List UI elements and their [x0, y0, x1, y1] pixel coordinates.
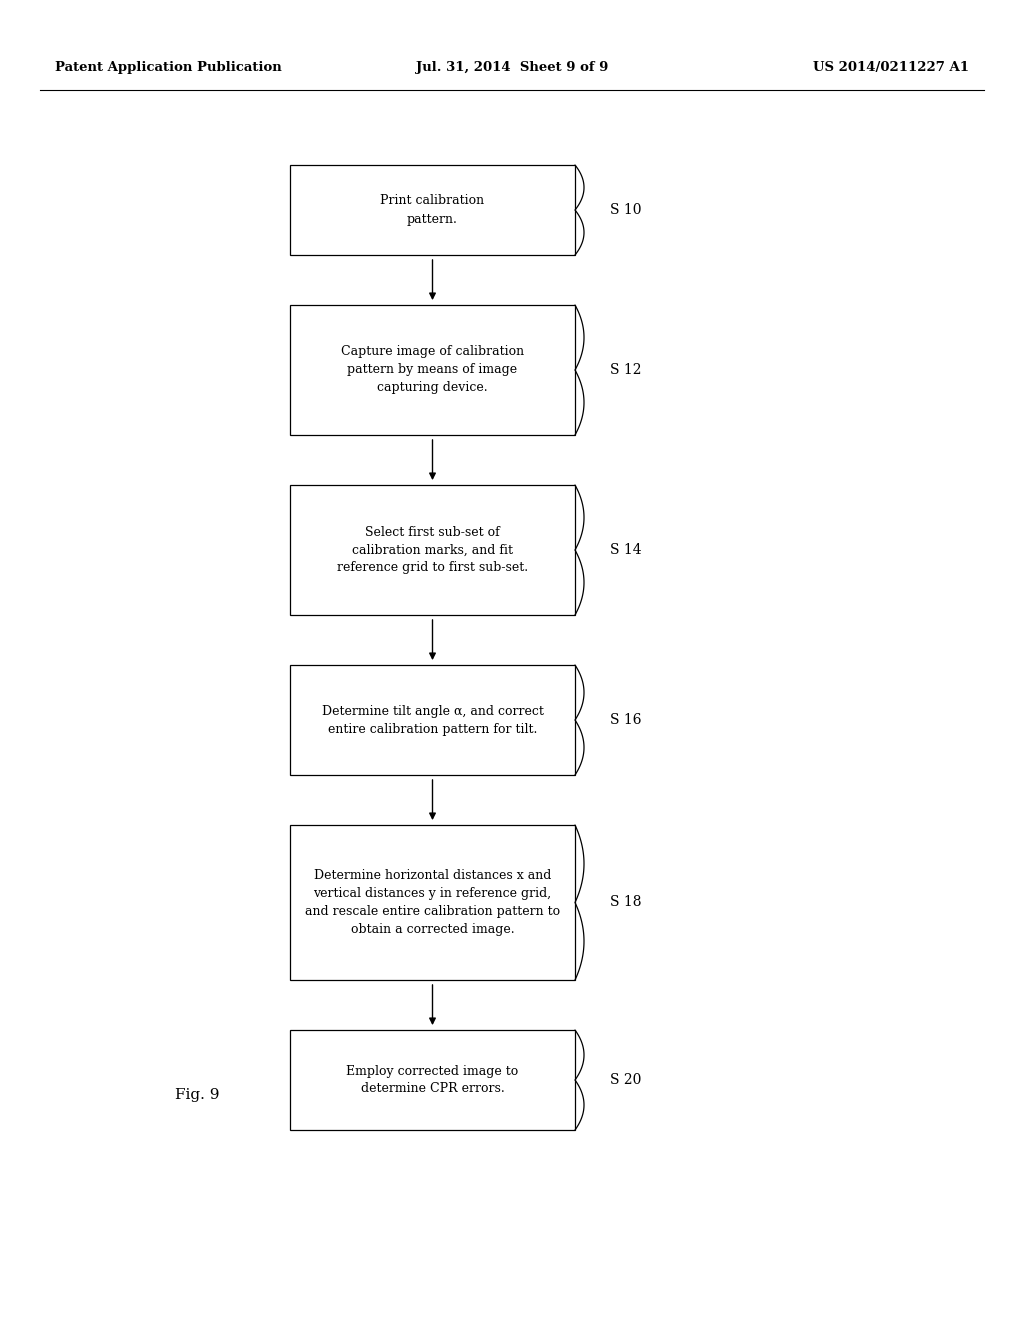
Text: Determine horizontal distances x and
vertical distances y in reference grid,
and: Determine horizontal distances x and ver… [305, 869, 560, 936]
Text: Capture image of calibration
pattern by means of image
capturing device.: Capture image of calibration pattern by … [341, 346, 524, 395]
Text: Jul. 31, 2014  Sheet 9 of 9: Jul. 31, 2014 Sheet 9 of 9 [416, 62, 608, 74]
Text: Determine tilt angle α, and correct
entire calibration pattern for tilt.: Determine tilt angle α, and correct enti… [322, 705, 544, 735]
Text: Fig. 9: Fig. 9 [175, 1088, 219, 1102]
Bar [290, 1030, 575, 1130]
Text: Patent Application Publication: Patent Application Publication [55, 62, 282, 74]
Bar [290, 825, 575, 979]
Bar [290, 665, 575, 775]
Text: Print calibration
pattern.: Print calibration pattern. [381, 194, 484, 226]
Bar [290, 305, 575, 436]
Text: S 14: S 14 [610, 543, 642, 557]
Text: Select first sub-set of
calibration marks, and fit
reference grid to first sub-s: Select first sub-set of calibration mark… [337, 525, 528, 574]
Text: S 12: S 12 [610, 363, 641, 378]
Text: S 10: S 10 [610, 203, 641, 216]
Text: US 2014/0211227 A1: US 2014/0211227 A1 [813, 62, 969, 74]
Bar [290, 165, 575, 255]
Text: Employ corrected image to
determine CPR errors.: Employ corrected image to determine CPR … [346, 1064, 518, 1096]
Text: S 16: S 16 [610, 713, 641, 727]
Bar [290, 484, 575, 615]
Text: S 18: S 18 [610, 895, 641, 909]
Text: S 20: S 20 [610, 1073, 641, 1086]
